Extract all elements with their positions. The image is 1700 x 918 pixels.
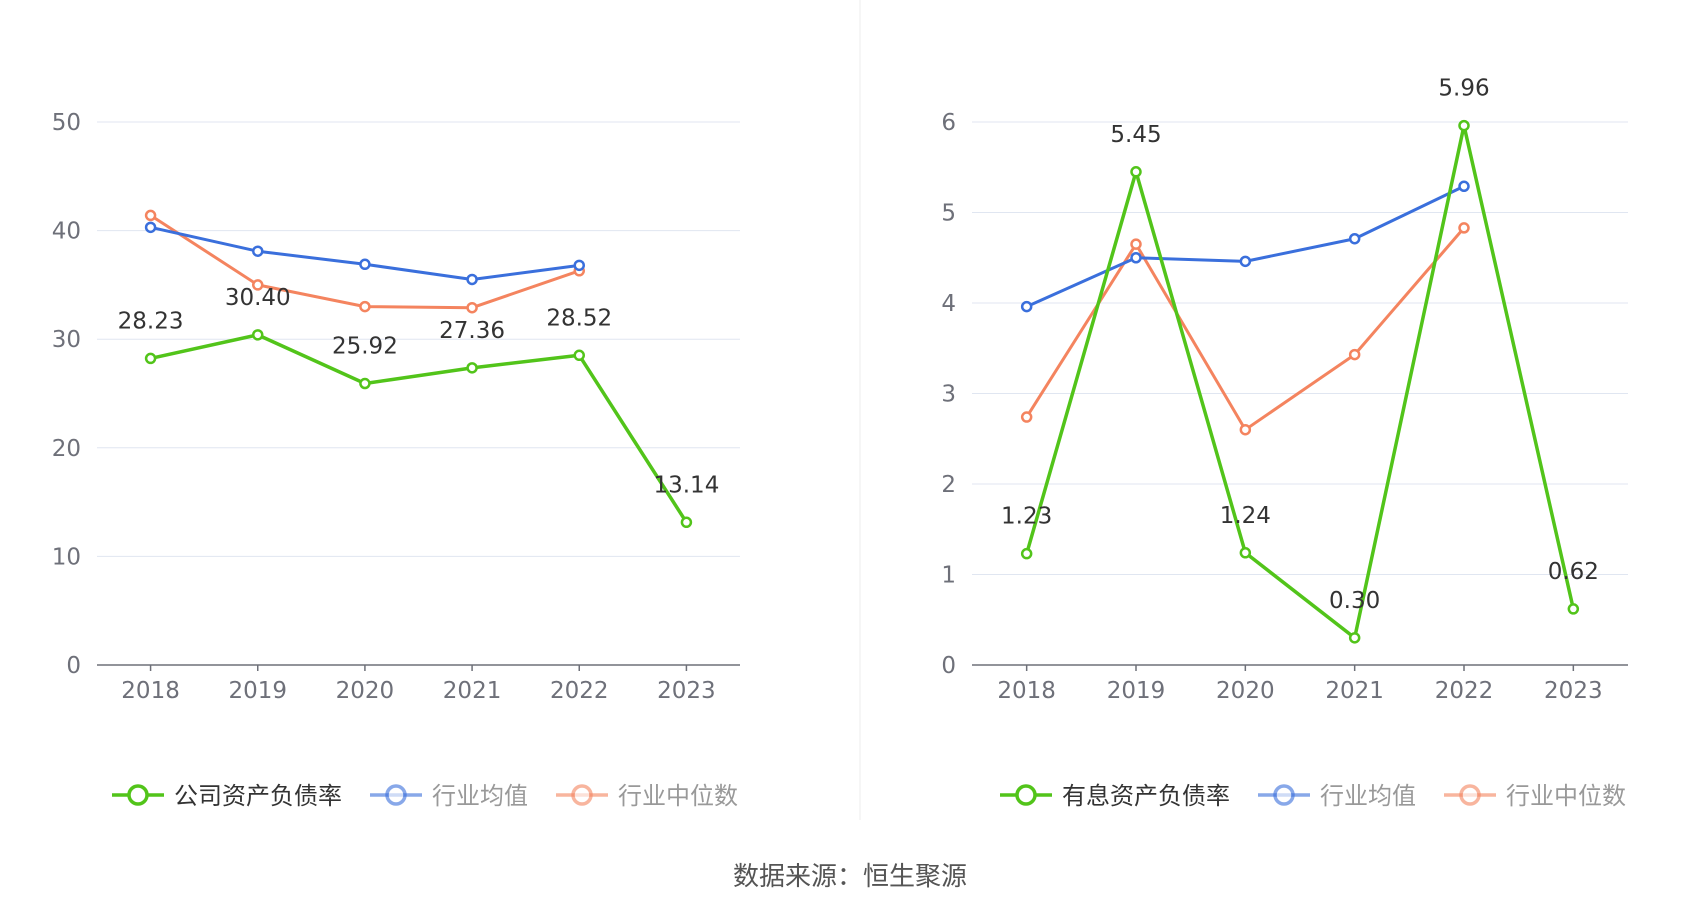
- chart-interest-debt-ratio: 0 1 2 3 4 5 6 2018 2019 2020 2021 2022 2023 1.23 5.45 1…: [941, 76, 1628, 810]
- data-point: [1020, 411, 1033, 423]
- legend-item-label: 行业均值: [432, 782, 528, 810]
- data-point: [1130, 252, 1142, 264]
- series-line-1: [1026, 184, 1465, 308]
- x-tick-label: 2018: [121, 678, 180, 704]
- data-point: [1130, 238, 1142, 250]
- x-tick-label: 2021: [443, 678, 502, 704]
- data-label: 0.62: [1548, 559, 1599, 585]
- x-tick-label: 2022: [550, 678, 609, 704]
- x-tick-label: 2022: [1435, 678, 1494, 704]
- data-point: [466, 301, 478, 314]
- data-label: 5.45: [1110, 122, 1161, 148]
- legend-item-label: 行业均值: [1320, 782, 1416, 810]
- legend-swatch-marker: [1015, 784, 1037, 806]
- legend-swatch-marker: [1459, 784, 1481, 806]
- y-tick-label: 30: [52, 327, 81, 353]
- data-label: 25.92: [332, 334, 398, 360]
- series-line-0: [150, 333, 688, 524]
- legend-swatch-marker: [127, 784, 149, 806]
- data-point: [1239, 255, 1252, 268]
- data-label: 13.14: [653, 472, 719, 498]
- data-point: [252, 329, 264, 341]
- legend-swatch-marker: [571, 784, 593, 806]
- data-point: [573, 259, 585, 272]
- data-point: [1239, 547, 1252, 559]
- legend-swatch-marker: [385, 784, 407, 806]
- data-point: [573, 349, 585, 362]
- data-point: [1458, 119, 1470, 132]
- x-tick-label: 2021: [1325, 678, 1384, 704]
- series-line-1: [150, 225, 580, 281]
- data-point: [466, 273, 478, 286]
- legend-swatch-marker: [1273, 784, 1295, 806]
- data-point: [1348, 232, 1361, 245]
- data-point: [1020, 547, 1033, 560]
- y-tick-label: 20: [52, 436, 81, 462]
- data-point: [144, 352, 157, 365]
- data-point: [1130, 166, 1142, 178]
- series-line-0: [1024, 123, 1576, 640]
- x-tick-label: 2020: [1216, 678, 1275, 704]
- y-tick-label: 0: [941, 653, 956, 679]
- data-label: 27.36: [439, 318, 505, 344]
- data-point: [1348, 348, 1361, 361]
- y-tick-label: 10: [52, 544, 81, 570]
- x-tick-label: 2020: [336, 678, 395, 704]
- data-label: 5.96: [1438, 76, 1489, 102]
- legend-item-label: 行业中位数: [1506, 782, 1626, 810]
- y-tick-label: 4: [941, 291, 956, 317]
- data-point: [1239, 423, 1252, 436]
- legend-item-label: 行业中位数: [618, 782, 738, 810]
- y-tick-label: 3: [941, 382, 956, 408]
- data-point: [359, 300, 371, 313]
- data-label: 28.52: [546, 305, 612, 331]
- data-label: 1.24: [1220, 503, 1271, 529]
- source-note: 数据来源：恒生聚源: [733, 862, 967, 892]
- data-point: [1567, 603, 1580, 615]
- data-point: [1458, 222, 1470, 234]
- x-tick-label: 2018: [997, 678, 1056, 704]
- data-label: 28.23: [118, 308, 184, 334]
- data-label: 1.23: [1001, 504, 1052, 530]
- data-point: [466, 362, 478, 374]
- data-point: [1348, 632, 1361, 644]
- y-tick-label: 50: [52, 110, 81, 136]
- data-point: [1458, 180, 1470, 193]
- legend-item-label: 有息资产负债率: [1062, 782, 1230, 810]
- y-tick-label: 5: [941, 201, 956, 227]
- y-tick-label: 6: [941, 110, 956, 136]
- x-tick-label: 2019: [228, 678, 287, 704]
- y-tick-label: 0: [66, 653, 81, 679]
- data-point: [144, 221, 157, 234]
- y-tick-label: 40: [52, 219, 81, 245]
- data-point: [680, 516, 693, 529]
- x-tick-label: 2023: [657, 678, 716, 704]
- x-tick-label: 2019: [1107, 678, 1166, 704]
- data-point: [359, 377, 371, 390]
- y-tick-label: 2: [941, 472, 956, 498]
- data-point: [144, 209, 157, 222]
- data-point: [252, 245, 264, 257]
- data-label: 0.30: [1329, 588, 1380, 614]
- legend-item-label: 公司资产负债率: [174, 782, 342, 810]
- data-point: [1020, 300, 1033, 313]
- data-point: [252, 279, 264, 291]
- data-label: 30.40: [225, 285, 291, 311]
- x-tick-label: 2023: [1544, 678, 1603, 704]
- data-point: [359, 258, 371, 271]
- y-tick-label: 1: [941, 563, 956, 589]
- chart-debt-ratio: 0 10 20 30 40 50 2018 2019 2020 2021 2022 2023 28.23…: [52, 110, 740, 810]
